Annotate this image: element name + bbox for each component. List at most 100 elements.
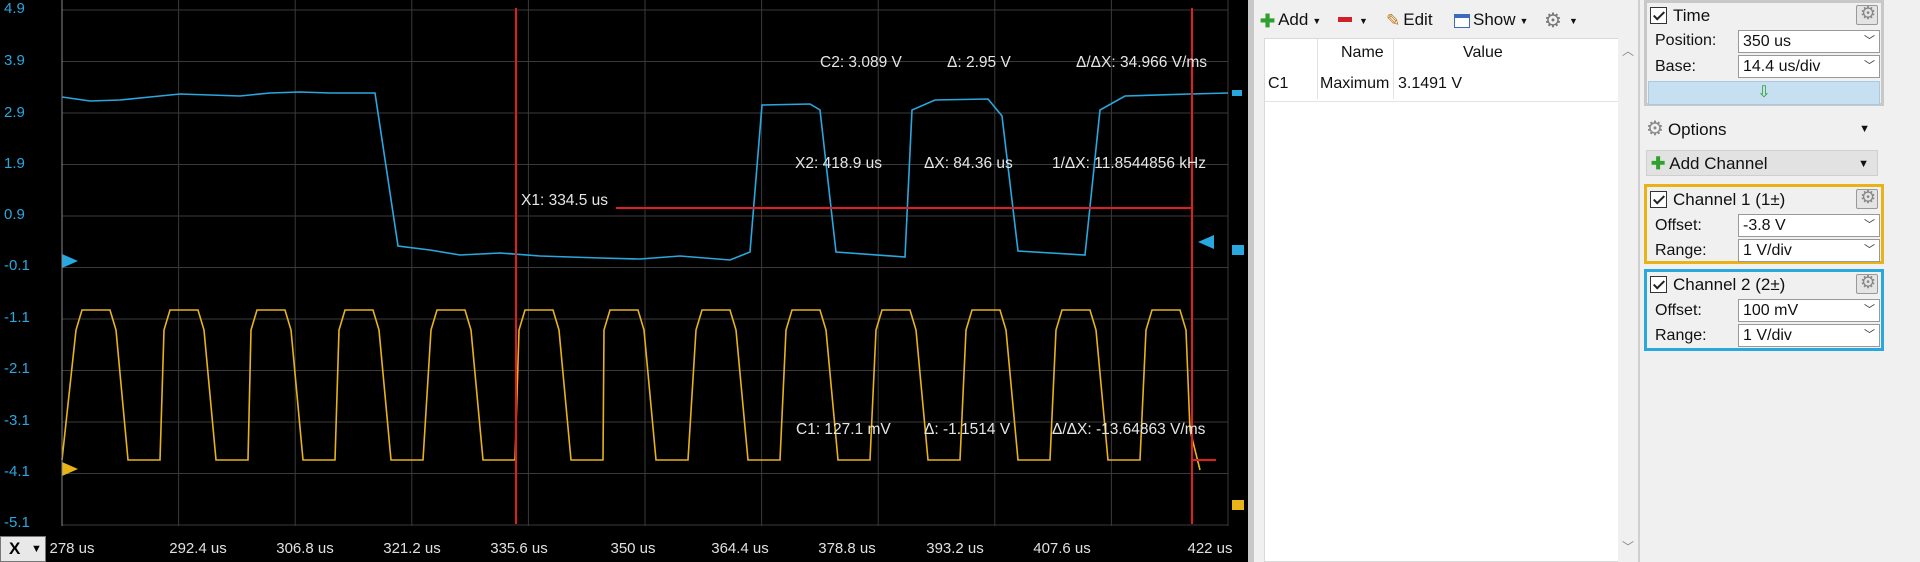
chevron-down-icon: ﹀: [1864, 35, 1875, 47]
add-channel-label: Add Channel: [1669, 154, 1768, 173]
channel2-edge-tick: [1232, 90, 1242, 96]
scroll-up-icon[interactable]: ︿: [1621, 44, 1634, 58]
edit-measurement-button[interactable]: ✎ Edit: [1386, 8, 1433, 32]
gear-icon[interactable]: ⚙: [1856, 3, 1878, 25]
channel1-offset-marker: [62, 462, 78, 476]
row-divider: [1265, 101, 1621, 102]
time-position-select[interactable]: 350 us ﹀: [1738, 30, 1880, 53]
gear-icon: ⚙: [1646, 118, 1664, 140]
x-tick-label: 292.4 us: [169, 540, 227, 557]
range-label: Range:: [1655, 242, 1707, 259]
column-header-value[interactable]: Value: [1463, 44, 1503, 61]
channel2-edge-tick: [1232, 245, 1244, 255]
gear-icon[interactable]: ⚙: [1856, 272, 1878, 294]
x-tick-label: 350 us: [610, 540, 656, 557]
y-tick-label: -2.1: [4, 360, 30, 377]
plot-canvas[interactable]: [0, 0, 1248, 536]
c2-delta-readout: Δ: 2.95 V: [947, 54, 1011, 71]
measurements-panel: ✚ Add ▼ ▼ ✎ Edit Show ▼ ⚙ ▼ Name Value C1 Max…: [1254, 0, 1638, 562]
column-divider: [1317, 39, 1318, 99]
y-tick-label: 3.9: [4, 52, 25, 69]
time-base-select[interactable]: 14.4 us/div ﹀: [1738, 55, 1880, 78]
collapse-time-button[interactable]: ⇩: [1648, 81, 1880, 105]
channel1-group: Channel 1 (1±) ⚙ Offset: -3.8 V ﹀ Range: …: [1644, 184, 1884, 264]
channel1-edge-tick: [1232, 500, 1244, 510]
show-menu-button[interactable]: Show ▼: [1454, 8, 1528, 32]
x-tick-label: 422 us: [1187, 540, 1233, 557]
channel1-range-value: 1 V/div: [1743, 242, 1792, 259]
plus-icon: ✚: [1651, 154, 1666, 173]
channel2-offset-select[interactable]: 100 mV ﹀: [1738, 299, 1880, 322]
channel1-trace: [61, 309, 1201, 471]
checkbox-checked-icon[interactable]: [1650, 275, 1667, 293]
plus-icon: ✚: [1260, 10, 1276, 31]
channel2-range-select[interactable]: 1 V/div ﹀: [1738, 324, 1880, 347]
chevron-down-icon: ﹀: [1864, 304, 1875, 316]
range-label: Range:: [1655, 327, 1707, 344]
checkbox-checked-icon[interactable]: [1650, 190, 1667, 208]
chevron-down-icon: ▼: [1359, 15, 1368, 26]
time-toggle[interactable]: Time: [1650, 4, 1710, 28]
channel2-group: Channel 2 (2±) ⚙ Offset: 100 mV ﹀ Range: …: [1644, 269, 1884, 351]
chevron-down-icon: ▼: [1568, 15, 1578, 26]
channel2-right-marker: [1198, 235, 1214, 249]
channel2-toggle[interactable]: Channel 2 (2±): [1650, 273, 1785, 297]
y-tick-label: 4.9: [4, 0, 25, 17]
position-label: Position:: [1655, 32, 1717, 49]
offset-label: Offset:: [1655, 302, 1702, 319]
x-tick-label: 407.6 us: [1033, 540, 1091, 557]
y-tick-label: 2.9: [4, 104, 25, 121]
arrow-down-icon: ⇩: [1757, 84, 1771, 101]
channel1-range-select[interactable]: 1 V/div ﹀: [1738, 239, 1880, 262]
options-bar[interactable]: ⚙ Options ▼: [1646, 116, 1878, 142]
delta-x-readout: ΔX: 84.36 us: [924, 155, 1013, 172]
c2-rate-readout: Δ/ΔX: 34.966 V/ms: [1076, 54, 1207, 71]
x-tick-label: 278 us: [49, 540, 95, 557]
scope-plot[interactable]: 4.9 3.9 2.9 1.9 0.9 -0.1 -1.1 -2.1 -3.1 …: [0, 0, 1248, 562]
channel2-range-value: 1 V/div: [1743, 327, 1792, 344]
channel1-toggle[interactable]: Channel 1 (1±): [1650, 188, 1785, 212]
row-channel: C1: [1268, 75, 1289, 92]
chevron-down-icon: ﹀: [1864, 329, 1875, 341]
x-axis-selector-button[interactable]: X ▼: [0, 536, 46, 562]
chevron-down-icon: ﹀: [1864, 60, 1875, 72]
remove-measurement-button[interactable]: ▼: [1338, 8, 1368, 32]
gear-icon[interactable]: ⚙: [1856, 187, 1878, 209]
measurement-settings-button[interactable]: ⚙ ▼: [1544, 8, 1578, 32]
y-tick-label: -5.1: [4, 514, 30, 531]
x-tick-label: 378.8 us: [818, 540, 876, 557]
plot-panel-splitter[interactable]: [1248, 0, 1254, 562]
measurements-table: Name Value C1 Maximum 3.1491 V: [1264, 38, 1622, 562]
x2-cursor-readout: X2: 418.9 us: [795, 155, 883, 172]
channel1-offset-select[interactable]: -3.8 V ﹀: [1738, 214, 1880, 237]
minus-icon: [1338, 17, 1352, 23]
chevron-down-icon: ▼: [1519, 15, 1529, 26]
y-tick-label: -4.1: [4, 463, 30, 480]
add-measurement-button[interactable]: ✚ Add ▼: [1260, 8, 1321, 32]
inverse-delta-x-readout: 1/ΔX: 11.8544856 kHz: [1052, 155, 1206, 172]
row-name: Maximum: [1320, 75, 1390, 92]
checkbox-checked-icon[interactable]: [1650, 6, 1667, 24]
column-header-name[interactable]: Name: [1341, 44, 1384, 61]
scroll-down-icon[interactable]: ﹀: [1621, 540, 1634, 554]
row-value: 3.1491 V: [1398, 75, 1463, 92]
table-icon: [1454, 13, 1470, 28]
time-group: Time ⚙ Position: 350 us ﹀ Base: 14.4 us/d…: [1644, 0, 1884, 106]
add-channel-bar[interactable]: ✚ Add Channel ▼: [1646, 150, 1878, 176]
c1-value-readout: C1: 127.1 mV: [796, 421, 891, 438]
time-base-value: 14.4 us/div: [1743, 58, 1821, 75]
chevron-down-icon: ﹀: [1864, 219, 1875, 231]
chevron-down-icon: ﹀: [1864, 244, 1875, 256]
y-tick-label: -3.1: [4, 412, 30, 429]
offset-label: Offset:: [1655, 217, 1702, 234]
y-tick-label: 1.9: [4, 155, 25, 172]
measurements-scrollbar[interactable]: ︿ ﹀: [1618, 38, 1638, 562]
c1-rate-readout: Δ/ΔX: -13.64863 V/ms: [1052, 421, 1206, 438]
x-tick-label: 393.2 us: [926, 540, 984, 557]
add-label: Add: [1278, 10, 1309, 29]
c2-value-readout: C2: 3.089 V: [820, 54, 902, 71]
panel-splitter[interactable]: [1638, 0, 1640, 562]
time-position-value: 350 us: [1743, 33, 1792, 50]
c1-delta-readout: Δ: -1.1514 V: [924, 421, 1011, 438]
time-title: Time: [1673, 6, 1711, 25]
